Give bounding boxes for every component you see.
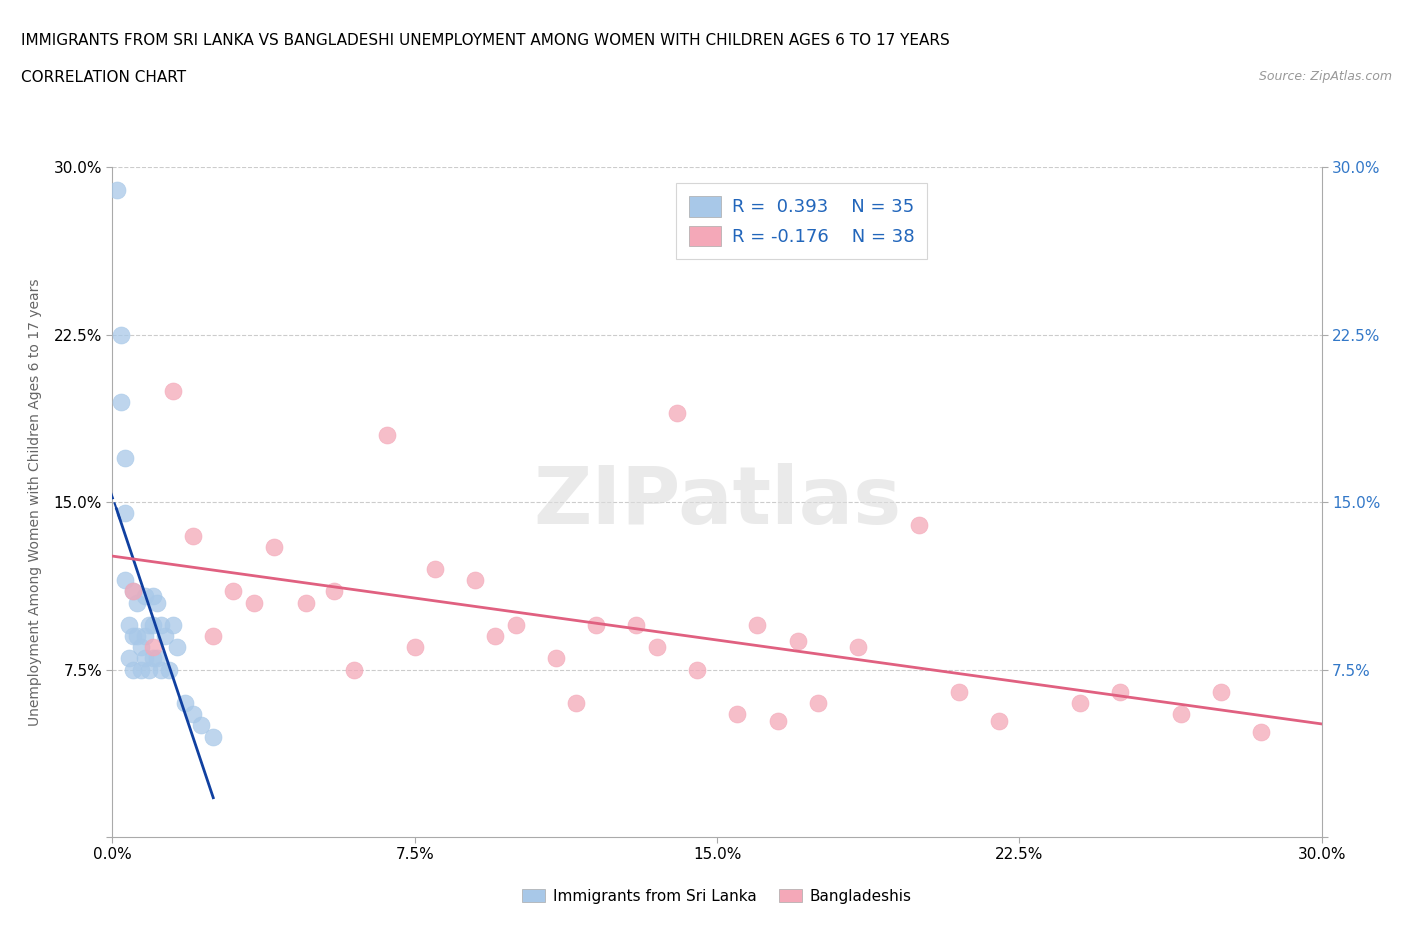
Point	[295, 595, 318, 610]
Point	[202, 729, 225, 744]
Point	[747, 618, 769, 632]
Point	[110, 327, 132, 342]
Point	[134, 629, 156, 644]
Point	[114, 506, 136, 521]
Point	[114, 450, 136, 465]
Point	[686, 662, 709, 677]
Text: ZIPatlas: ZIPatlas	[533, 463, 901, 541]
Point	[645, 640, 668, 655]
Point	[585, 618, 607, 632]
Point	[146, 595, 169, 610]
Point	[242, 595, 264, 610]
Point	[105, 182, 128, 197]
Point	[121, 662, 143, 677]
Point	[343, 662, 366, 677]
Point	[110, 394, 132, 409]
Point	[134, 589, 156, 604]
Point	[1250, 724, 1272, 739]
Point	[907, 517, 929, 532]
Point	[484, 629, 506, 644]
Point	[134, 651, 156, 666]
Point	[146, 651, 169, 666]
Point	[202, 629, 225, 644]
Point	[174, 696, 197, 711]
Point	[725, 707, 748, 722]
Point	[626, 618, 648, 632]
Point	[125, 629, 148, 644]
Point	[505, 618, 527, 632]
Point	[181, 528, 204, 543]
Point	[190, 718, 212, 733]
Point	[1170, 707, 1192, 722]
Legend: Immigrants from Sri Lanka, Bangladeshis: Immigrants from Sri Lanka, Bangladeshis	[516, 883, 918, 910]
Text: CORRELATION CHART: CORRELATION CHART	[21, 70, 186, 85]
Point	[786, 633, 808, 648]
Point	[129, 640, 152, 655]
Text: IMMIGRANTS FROM SRI LANKA VS BANGLADESHI UNEMPLOYMENT AMONG WOMEN WITH CHILDREN : IMMIGRANTS FROM SRI LANKA VS BANGLADESHI…	[21, 33, 950, 47]
Point	[157, 662, 180, 677]
Point	[1109, 684, 1132, 699]
Point	[121, 629, 143, 644]
Point	[149, 618, 172, 632]
Point	[138, 662, 160, 677]
Point	[149, 662, 172, 677]
Point	[142, 589, 165, 604]
Point	[121, 584, 143, 599]
Point	[142, 651, 165, 666]
Point	[1069, 696, 1091, 711]
Point	[117, 651, 139, 666]
Point	[121, 584, 143, 599]
Point	[766, 713, 789, 728]
Point	[117, 618, 139, 632]
Point	[263, 539, 285, 554]
Point	[423, 562, 446, 577]
Point	[114, 573, 136, 588]
Point	[142, 640, 165, 655]
Point	[162, 383, 184, 398]
Point	[988, 713, 1011, 728]
Point	[807, 696, 830, 711]
Point	[375, 428, 398, 443]
Y-axis label: Unemployment Among Women with Children Ages 6 to 17 years: Unemployment Among Women with Children A…	[28, 278, 42, 726]
Point	[125, 595, 148, 610]
Point	[404, 640, 426, 655]
Point	[665, 405, 688, 420]
Point	[464, 573, 486, 588]
Point	[1209, 684, 1232, 699]
Point	[846, 640, 869, 655]
Point	[153, 629, 176, 644]
Text: Source: ZipAtlas.com: Source: ZipAtlas.com	[1258, 70, 1392, 83]
Point	[323, 584, 346, 599]
Point	[222, 584, 245, 599]
Point	[162, 618, 184, 632]
Point	[166, 640, 188, 655]
Point	[138, 618, 160, 632]
Point	[565, 696, 588, 711]
Point	[129, 662, 152, 677]
Point	[948, 684, 970, 699]
Point	[544, 651, 567, 666]
Point	[181, 707, 204, 722]
Point	[142, 618, 165, 632]
